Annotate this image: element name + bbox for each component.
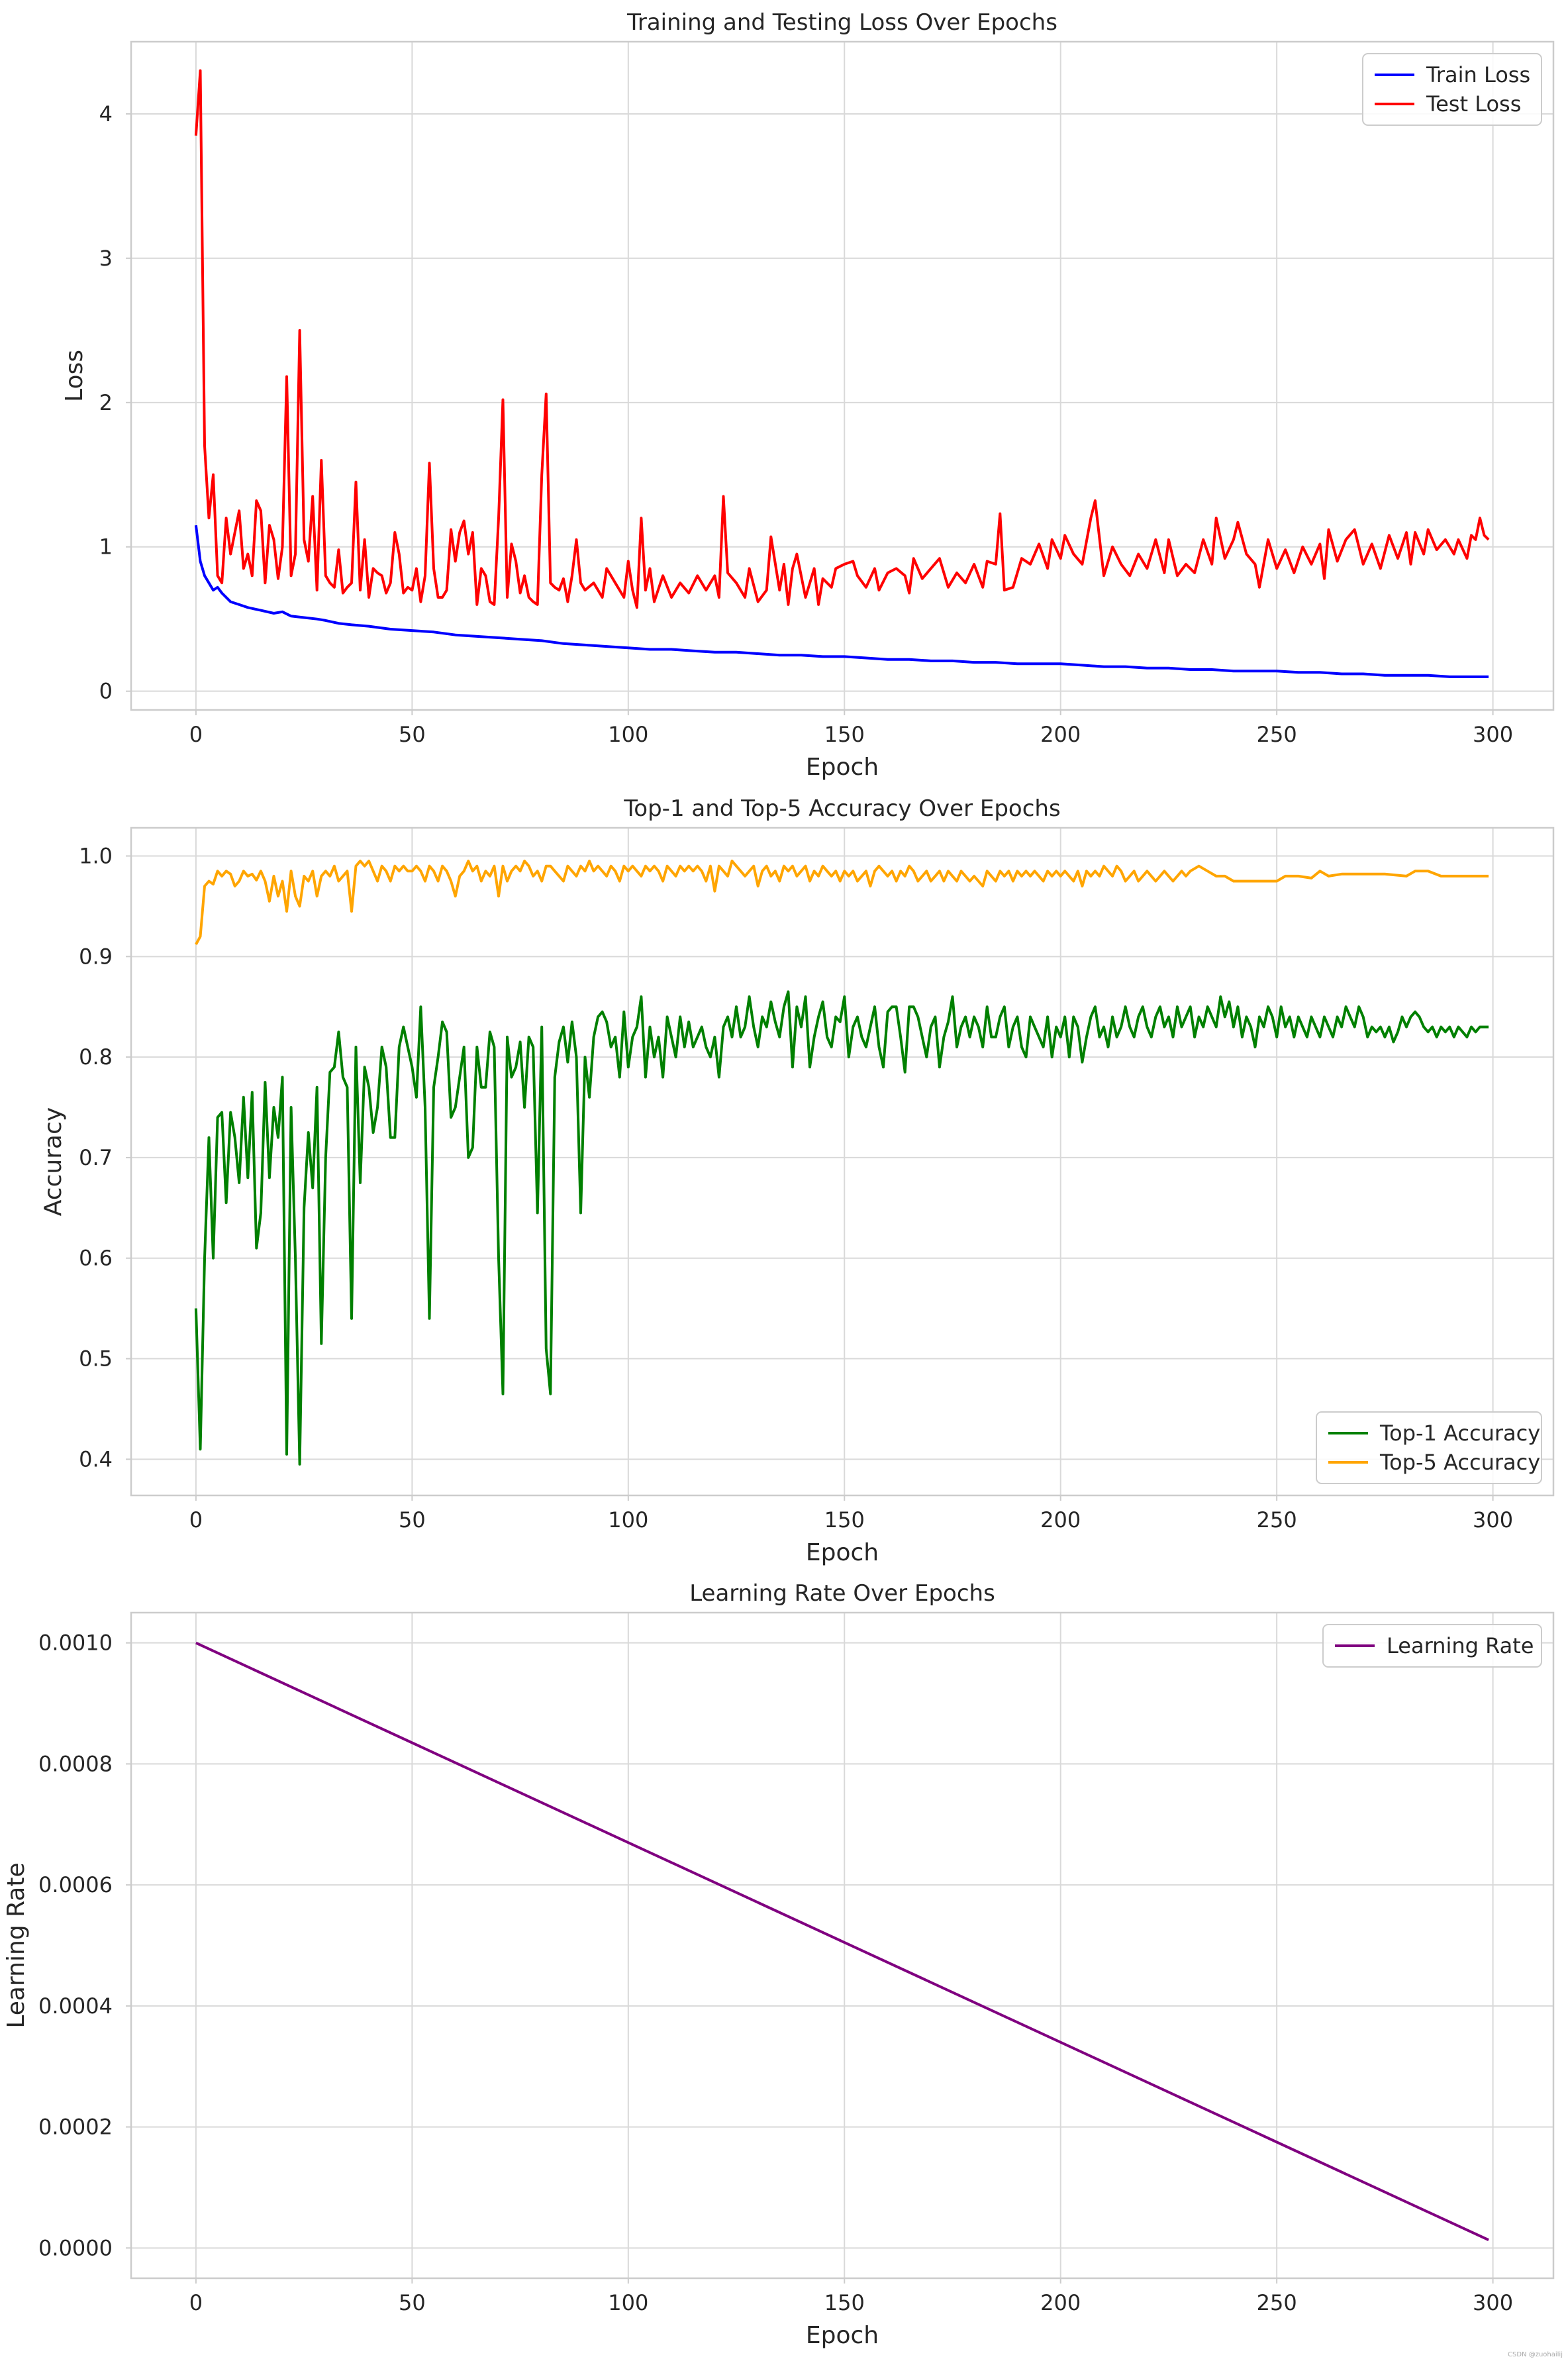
y-tick-label: 4 [99,101,113,126]
x-tick-label: 100 [608,1507,648,1533]
y-tick-label: 0.0006 [38,1872,113,1897]
y-tick-label: 0.9 [79,944,113,969]
watermark: CSDN @zuohailij [1508,2351,1563,2358]
x-tick-label: 150 [824,722,865,747]
y-tick-label: 0.0004 [38,1993,113,2019]
legend-label: Top-1 Accuracy [1379,1421,1540,1446]
x-tick-label: 50 [399,1507,426,1533]
legend-label: Test Loss [1426,91,1521,117]
legend-label: Train Loss [1426,62,1530,87]
x-axis-label: Epoch [806,1539,879,1566]
y-tick-label: 0.7 [79,1145,113,1170]
x-tick-label: 250 [1257,2290,1297,2315]
series-line-top-1-accuracy [194,990,1489,1466]
y-tick-label: 2 [99,390,113,415]
x-tick-label: 250 [1257,722,1297,747]
legend-label: Learning Rate [1387,1633,1534,1658]
x-tick-label: 300 [1473,1507,1513,1533]
accuracy-chart: 0 50 100 150 200 250 300 0.4 0.5 0.6 0.7 0.8 0.9 1.0 T… [40,795,1555,1566]
x-tick-label: 300 [1473,722,1513,747]
series-line-test-loss [194,69,1490,609]
learning-rate-chart: 0 50 100 150 200 250 300 0.0000 0.0002 0.0004 0.00… [3,1580,1555,2349]
legend-box [1322,1624,1542,1668]
y-axis-label: Learning Rate [3,1862,30,2028]
legend-label: Top-5 Accuracy [1379,1450,1540,1475]
y-tick-label: 0.0010 [38,1631,113,1656]
y-tick-label: 1.0 [79,844,113,869]
chart-title: Top-1 and Top-5 Accuracy Over Epochs [623,795,1060,822]
x-tick-label: 150 [824,1507,865,1533]
plot-frame [130,40,1555,711]
x-tick-label: 0 [189,722,203,747]
x-axis-label: Epoch [806,2322,879,2349]
y-tick-label: 3 [99,246,113,271]
series-line-train-loss [194,525,1489,678]
series-line-top-5-accuracy [195,860,1489,946]
y-axis-label: Loss [61,350,88,402]
y-tick-label: 0.0002 [38,2115,113,2140]
x-tick-label: 150 [824,2290,865,2315]
loss-chart: 0 50 100 150 200 250 300 0 1 2 3 4 Training and Test… [61,9,1555,781]
y-tick-label: 0.5 [79,1346,113,1372]
y-tick-label: 0 [99,679,113,704]
x-tick-label: 200 [1040,722,1081,747]
legend-box [1316,1411,1542,1484]
x-axis-label: Epoch [806,754,879,781]
y-tick-label: 0.0008 [38,1751,113,1776]
y-tick-label: 0.6 [79,1246,113,1271]
x-tick-label: 100 [608,2290,648,2315]
x-tick-label: 300 [1473,2290,1513,2315]
y-tick-label: 0.0000 [38,2235,113,2260]
chart-title: Learning Rate Over Epochs [689,1580,995,1607]
x-tick-label: 200 [1040,1507,1081,1533]
y-tick-label: 0.4 [79,1446,113,1472]
y-tick-label: 0.8 [79,1044,113,1070]
x-tick-label: 200 [1040,2290,1081,2315]
y-tick-label: 1 [99,534,113,560]
legend-box [1362,53,1542,126]
x-tick-label: 0 [189,1507,203,1533]
series-line-learning-rate [195,1641,1489,2242]
x-tick-label: 50 [399,722,426,747]
y-axis-label: Accuracy [40,1107,67,1216]
x-tick-label: 0 [189,2290,203,2315]
x-tick-label: 250 [1257,1507,1297,1533]
plot-frame [130,1611,1555,2280]
plot-frame [130,827,1555,1497]
x-tick-label: 100 [608,722,648,747]
x-tick-label: 50 [399,2290,426,2315]
chart-title: Training and Testing Loss Over Epochs [626,9,1057,36]
